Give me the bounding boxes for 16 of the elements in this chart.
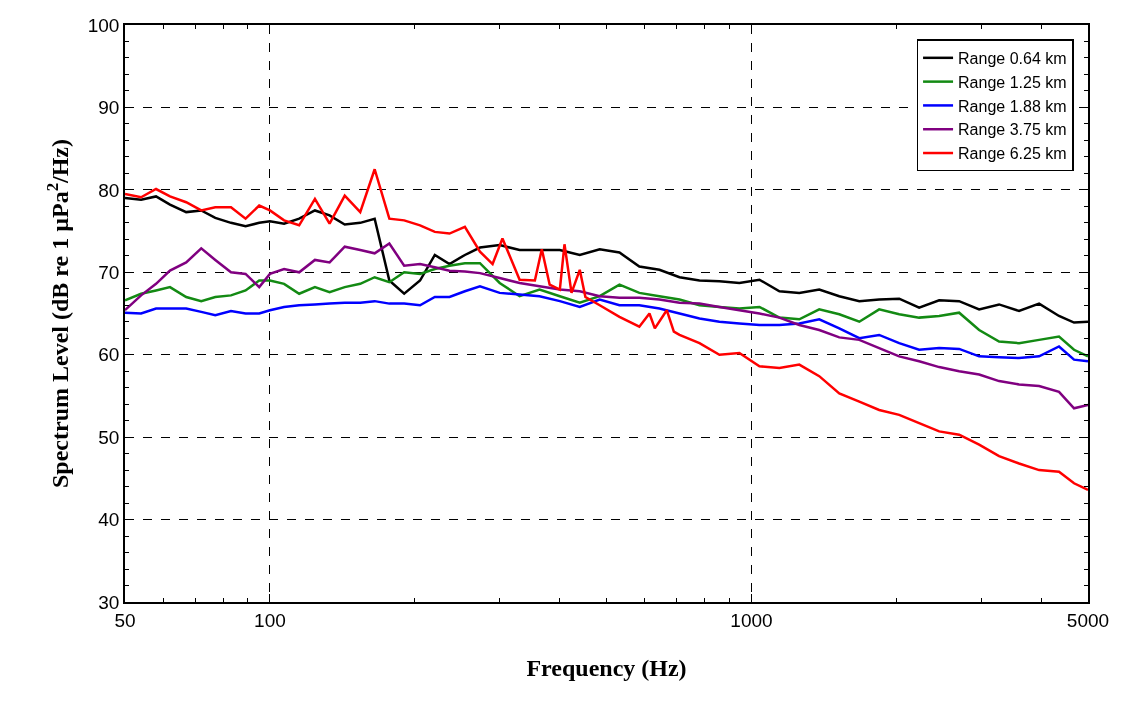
x-tick-label: 100: [254, 609, 286, 631]
legend-label: Range 6.25 km: [958, 145, 1067, 163]
x-axis-title: Frequency (Hz): [526, 655, 687, 682]
y-tick-label: 50: [98, 426, 120, 448]
y-tick-label: 40: [98, 509, 120, 531]
y-tick-label: 60: [98, 344, 120, 366]
y-tick-label: 90: [98, 97, 120, 119]
legend-label: Range 1.25 km: [958, 73, 1067, 91]
x-tick-label: 5000: [1066, 609, 1110, 631]
legend-label: Range 3.75 km: [958, 121, 1067, 139]
y-tick-label: 70: [98, 261, 120, 283]
y-tick-label: 100: [87, 14, 120, 36]
legend-label: Range 0.64 km: [958, 50, 1067, 68]
legend-label: Range 1.88 km: [958, 97, 1067, 115]
x-tick-label: 1000: [730, 609, 773, 631]
y-tick-label: 80: [98, 179, 120, 201]
